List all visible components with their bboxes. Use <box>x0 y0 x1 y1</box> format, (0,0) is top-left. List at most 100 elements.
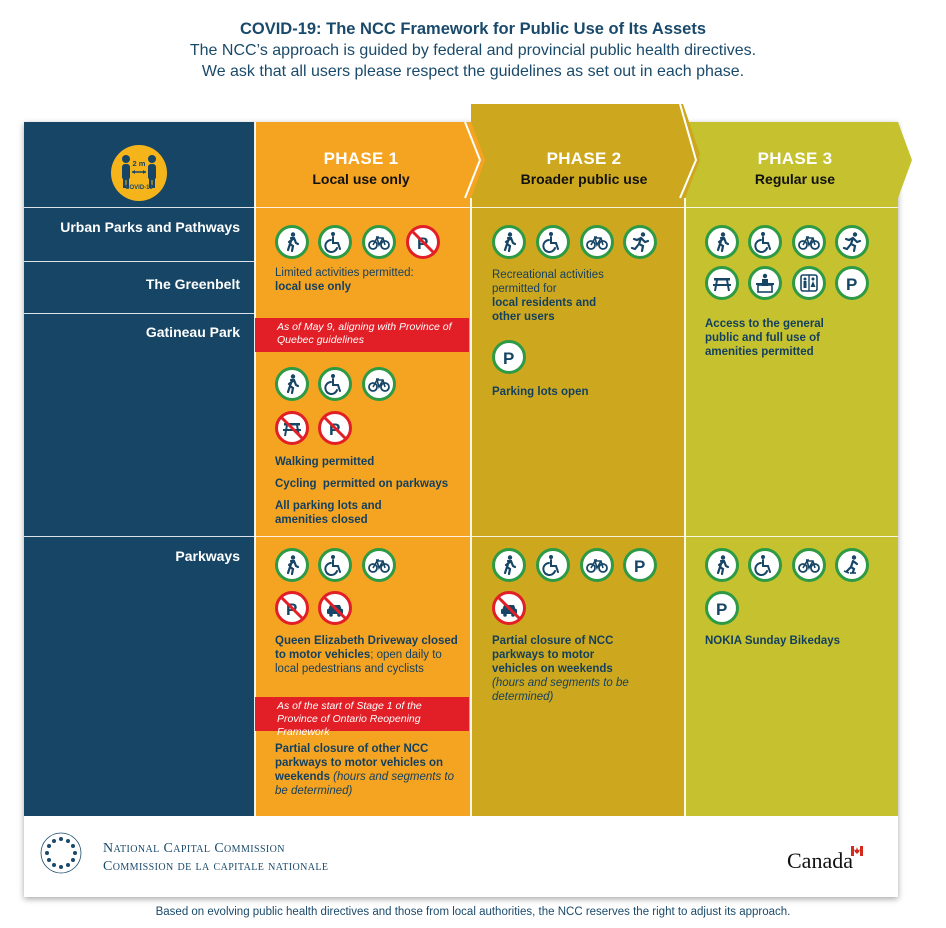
ncc-name-english: National Capital Commission <box>103 841 285 856</box>
phase2-urban-line2: local residents and other users <box>492 297 597 323</box>
phase3-parkways-text: NOKIA Sunday Bikedays <box>705 635 841 647</box>
cycling-icon <box>580 548 614 582</box>
row-label-urban-parks: Urban Parks and Pathways <box>60 219 240 235</box>
walking-icon <box>705 548 739 582</box>
phase2-partial-closure-note: (hours and segments to be determined) <box>492 677 629 703</box>
ncc-name: National Capital Commission Commission d… <box>103 840 328 876</box>
phase2-header: PHASE 2 Broader public use <box>478 148 690 188</box>
row-label-gatineau-park: Gatineau Park <box>145 324 240 340</box>
canada-flag-icon <box>851 846 863 856</box>
phase1-parkways-text: Queen Elizabeth Driveway closed to motor… <box>275 634 465 676</box>
picnic-table-icon <box>705 266 739 300</box>
cycling-icon <box>792 225 826 259</box>
greenbelt-divider <box>24 313 255 314</box>
no-parking-icon: P <box>406 225 440 259</box>
phase1-parkways-notice: As of the start of Stage 1 of the Provin… <box>255 697 469 738</box>
phase2-parkways-text: Partial closure of NCC parkways to motor… <box>492 634 637 704</box>
walking-icon <box>492 548 526 582</box>
no-motor-vehicles-icon <box>492 591 526 625</box>
no-picnic-icon <box>275 411 309 445</box>
phase2-description: Broader public use <box>520 171 648 187</box>
phase1-partial-closure-note: (hours and segments to be determined) <box>275 771 454 797</box>
distancing-icon <box>122 155 156 188</box>
walking-icon <box>275 367 309 401</box>
accessible-icon <box>536 548 570 582</box>
parking-icon: P <box>705 591 739 625</box>
phase1-gatineau-text: Walking permitted Cycling permitted on p… <box>275 455 465 527</box>
phase3-urban-text: Access to the general public and full us… <box>705 318 824 358</box>
accessible-icon <box>318 367 352 401</box>
phase2-partial-closure: Partial closure of NCC parkways to motor… <box>492 635 614 675</box>
accessible-icon <box>318 225 352 259</box>
cycling-icon <box>362 367 396 401</box>
footer-disclaimer: Based on evolving public health directiv… <box>155 906 791 918</box>
phase1-gatineau-notice: As of May 9, aligning with Province of Q… <box>255 318 469 352</box>
badge-distance: 2 m <box>132 159 146 168</box>
phase1-title: PHASE 1 <box>323 149 399 168</box>
cycling-icon <box>792 548 826 582</box>
parking-icon: P <box>835 266 869 300</box>
parking-icon: P <box>623 548 657 582</box>
svg-text:P: P <box>846 275 857 294</box>
phase1-partial-closure: Partial closure of other NCC parkways to… <box>275 743 444 783</box>
page-subtitle-line2: We ask that all users please respect the… <box>201 63 745 80</box>
phase2-urban-line1: Recreational activities permitted for <box>492 269 604 295</box>
phase1-header: PHASE 1 Local use only <box>255 148 467 188</box>
phase2-urban-text: Recreational activities permitted for lo… <box>492 268 622 324</box>
page-title: COVID-19: The NCC Framework for Public U… <box>239 20 707 38</box>
phase3-description: Regular use <box>754 171 836 187</box>
column-divider-2 <box>684 198 686 816</box>
walking-icon <box>275 225 309 259</box>
page-header: COVID-19: The NCC Framework for Public U… <box>0 18 946 82</box>
walking-icon <box>705 225 739 259</box>
phase1-gatineau-cycling: Cycling permitted on parkways <box>275 478 449 490</box>
phase1-gatineau-closed: All parking lots and amenities closed <box>275 500 382 526</box>
urban-divider <box>24 261 255 262</box>
row-label-parkways: Parkways <box>175 548 240 564</box>
accessible-icon <box>748 225 782 259</box>
phase2-parking-text: Parking lots open <box>492 386 589 398</box>
phase1-urban-text: Limited activities permitted: local use … <box>275 266 465 294</box>
accessible-icon <box>536 225 570 259</box>
page-subtitle-line1: The NCC’s approach is guided by federal … <box>189 42 757 59</box>
badge-label: COVID-19 <box>125 185 153 191</box>
column-divider-0 <box>254 122 256 816</box>
phase1-gatineau-walking: Walking permitted <box>275 456 375 468</box>
gatineau-divider <box>24 536 898 537</box>
cycling-icon <box>362 548 396 582</box>
phase2-title: PHASE 2 <box>546 149 622 168</box>
phase1-urban-line2: local use only <box>275 281 352 293</box>
svg-text:P: P <box>716 600 727 619</box>
row-label-greenbelt: The Greenbelt <box>145 276 240 292</box>
phase1-urban-line1: Limited activities permitted: <box>275 267 414 279</box>
no-parking-icon: P <box>275 591 309 625</box>
phase3-title: PHASE 3 <box>757 149 833 168</box>
header-divider <box>24 207 898 208</box>
running-icon <box>835 225 869 259</box>
phase3-header: PHASE 3 Regular use <box>690 148 900 188</box>
phase1-description: Local use only <box>312 171 410 187</box>
washroom-icon <box>792 266 826 300</box>
cycling-icon <box>362 225 396 259</box>
no-motor-vehicles-icon <box>318 591 352 625</box>
inline-skating-icon <box>835 548 869 582</box>
phase3-arrow-tip <box>898 122 912 198</box>
ncc-name-french: Commission de la capitale nationale <box>103 859 329 874</box>
svg-text:P: P <box>503 349 514 368</box>
covid-distancing-badge: 2 m COVID-19 <box>111 145 167 201</box>
walking-icon <box>275 548 309 582</box>
cycling-icon <box>580 225 614 259</box>
column-divider-1 <box>470 198 472 816</box>
running-icon <box>623 225 657 259</box>
concession-icon <box>748 266 782 300</box>
asset-column <box>24 122 255 816</box>
walking-icon <box>492 225 526 259</box>
phase1-qed-open: ; open daily to local pedestrians and cy… <box>275 649 442 675</box>
no-parking-icon: P <box>318 411 352 445</box>
accessible-icon <box>748 548 782 582</box>
svg-text:P: P <box>634 557 645 576</box>
accessible-icon <box>318 548 352 582</box>
canada-wordmark: Canada <box>787 848 853 873</box>
phase1-parkways-text2: Partial closure of other NCC parkways to… <box>275 742 465 798</box>
phase1-qed-closed: Queen Elizabeth Driveway closed to motor… <box>275 635 458 661</box>
